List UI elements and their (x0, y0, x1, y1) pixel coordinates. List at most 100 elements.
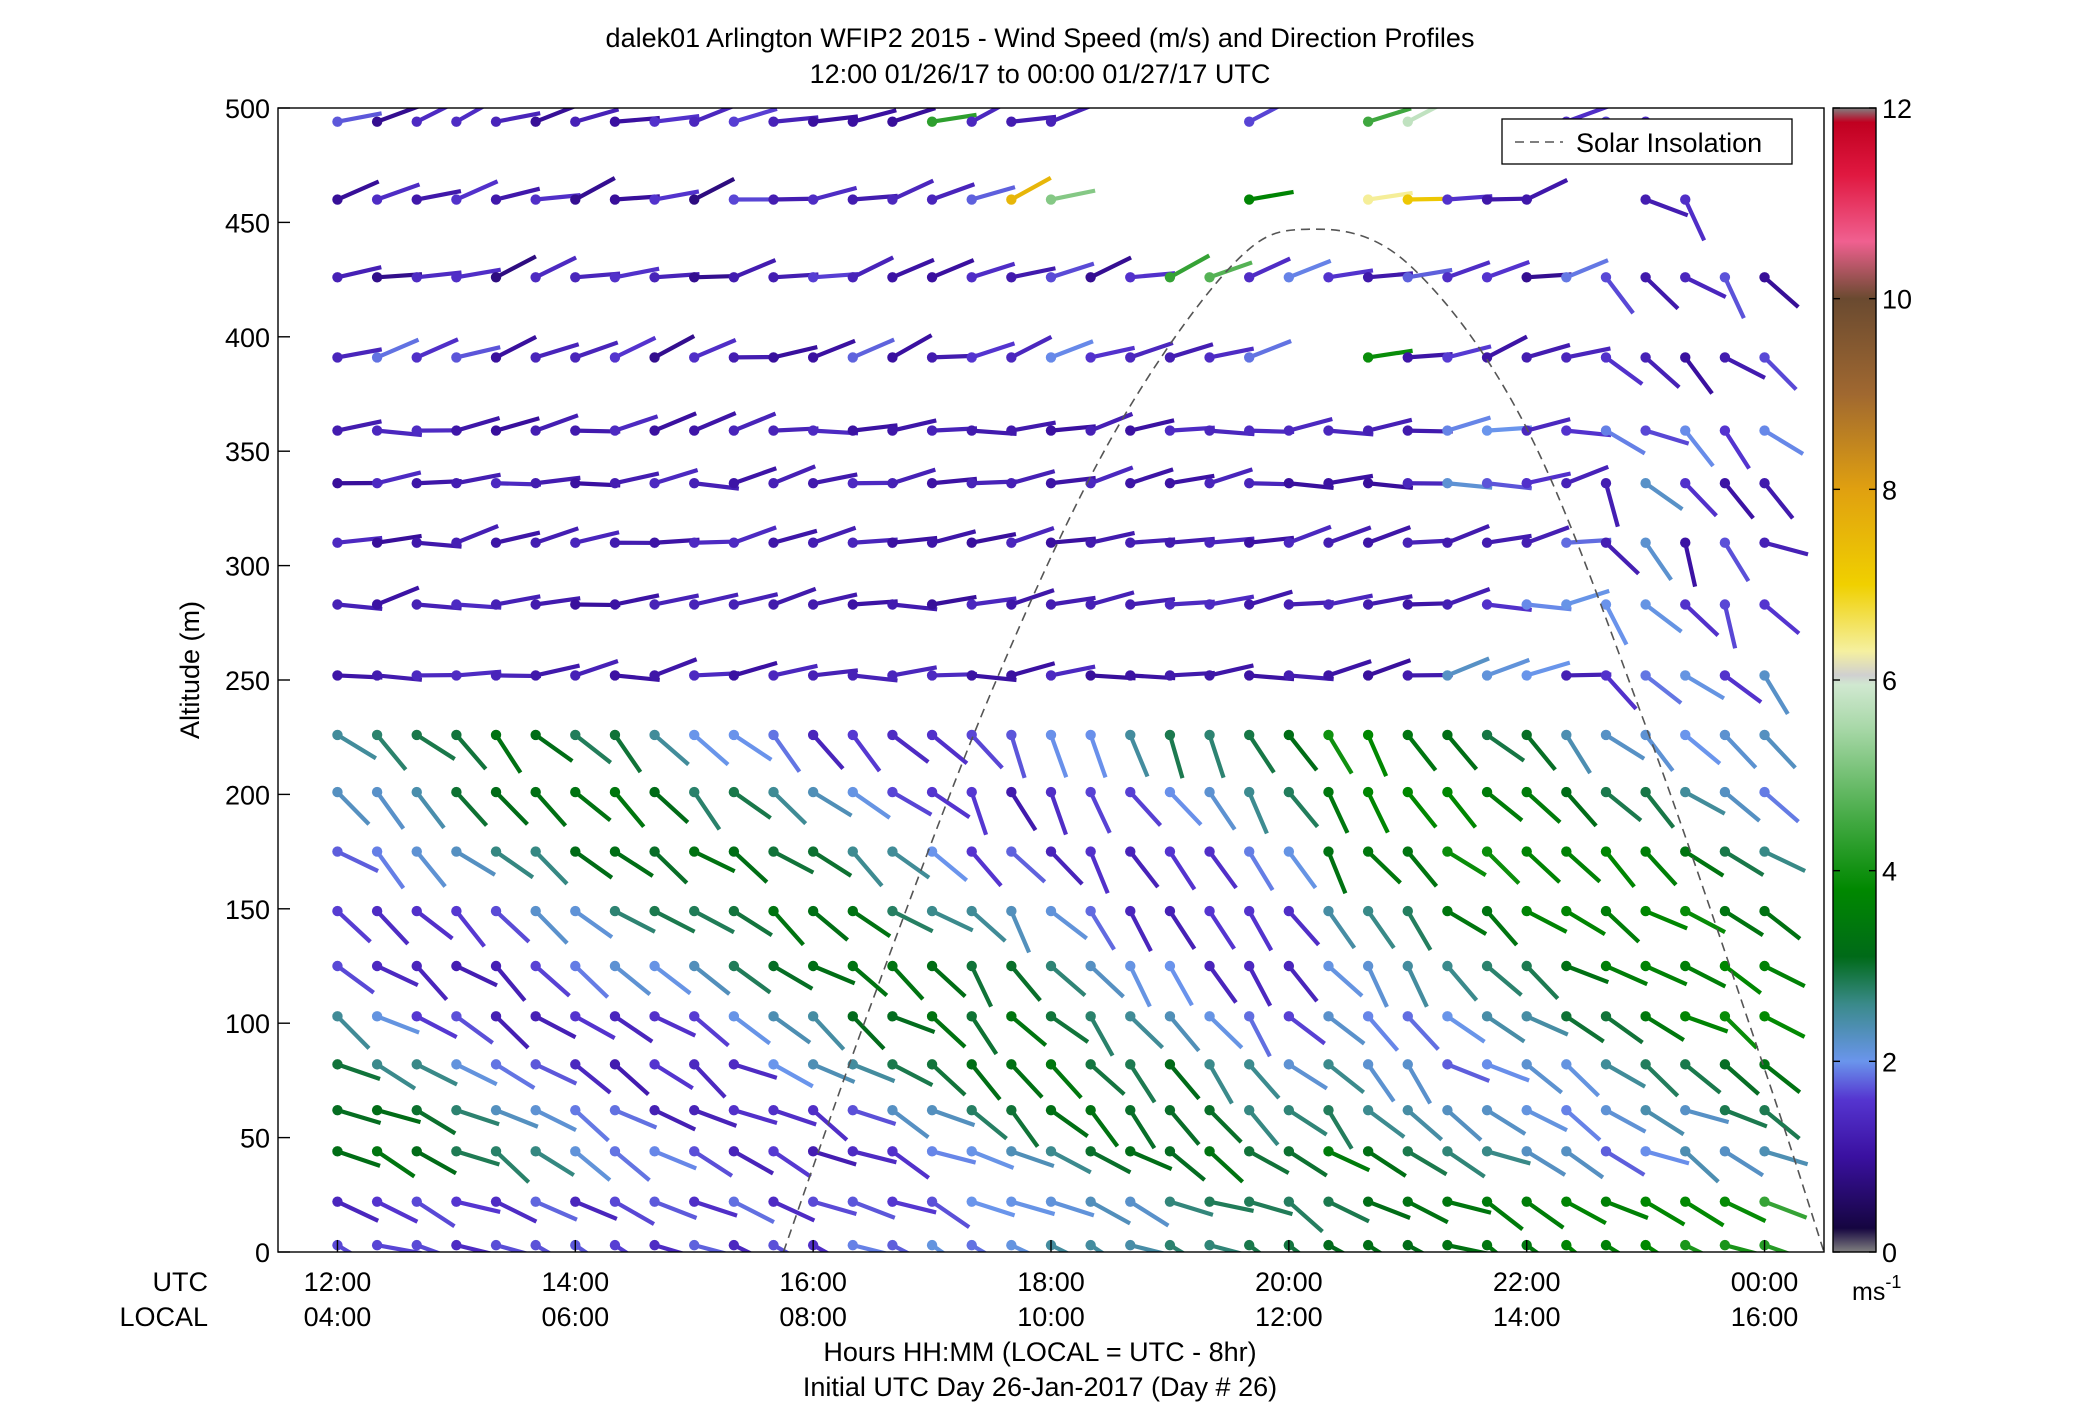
wind-barb-shaft (1129, 1149, 1173, 1171)
colorbar-tick-label: 10 (1882, 285, 1912, 315)
wind-barb (1442, 846, 1487, 877)
wind-barb (1640, 960, 1688, 987)
wind-barb-shaft (534, 526, 579, 545)
wind-barb (371, 533, 422, 548)
wind-barb (1561, 960, 1610, 985)
wind-barb (1402, 108, 1439, 127)
wind-barb-shaft (692, 1062, 727, 1099)
wind-barb-dot (1045, 116, 1057, 127)
wind-barb-shaft (1446, 1014, 1486, 1044)
wind-barb-dot (1600, 786, 1612, 798)
wind-barb (1283, 729, 1319, 772)
wind-barb-shaft (1010, 526, 1055, 545)
wind-barb-dot (1481, 1239, 1493, 1251)
wind-barb-dot (649, 1104, 660, 1116)
wind-barb (1006, 786, 1038, 832)
wind-barb (926, 846, 969, 882)
wind-barb-shaft (812, 185, 858, 202)
wind-barb (1085, 255, 1132, 283)
wind-barb-shaft (1526, 660, 1571, 678)
wind-barb (689, 1011, 730, 1048)
wind-barb-shaft (494, 1149, 531, 1184)
wind-barb-shaft (891, 790, 933, 817)
wind-barb-dot (887, 116, 898, 127)
wind-barb (1204, 260, 1253, 283)
wind-barb (1085, 1196, 1132, 1226)
wind-barb-shaft (1723, 790, 1761, 823)
wind-barb-dot (1402, 670, 1413, 681)
wind-barb-dot (1759, 1059, 1770, 1070)
wind-barb-shaft (1406, 1108, 1444, 1142)
wind-barb (1402, 1104, 1444, 1142)
wind-barb-shaft (1050, 595, 1096, 607)
wind-barb (1640, 352, 1681, 389)
wind-barb (926, 182, 976, 205)
wind-barb-shaft (693, 1199, 738, 1218)
wind-barb-dot (1759, 425, 1770, 436)
wind-barb-dot (887, 478, 898, 489)
wind-barb-shaft (1486, 533, 1532, 545)
wind-barb-shaft (1049, 734, 1069, 778)
wind-barb-dot (371, 599, 383, 610)
wind-barb-shaft (1367, 525, 1412, 545)
wind-barb-shaft (1009, 1062, 1044, 1099)
wind-barb-shaft (376, 1014, 420, 1035)
wind-barb-dot (530, 352, 541, 363)
wind-barb-dot (1442, 1104, 1453, 1116)
wind-barb-shaft (375, 1149, 416, 1179)
wind-barb (332, 1146, 381, 1168)
wind-barb-dot (1561, 846, 1572, 857)
wind-barb (1481, 960, 1523, 997)
wind-barb-dot (332, 194, 343, 205)
wind-barb-dot (570, 1104, 581, 1116)
wind-barb-shaft (1088, 791, 1112, 834)
wind-barb (1640, 905, 1688, 931)
wind-barb-shaft (653, 468, 699, 486)
wind-barb-dot (1561, 905, 1572, 917)
wind-barb-shaft (891, 1062, 934, 1087)
wind-barb-dot (530, 786, 541, 798)
wind-barb-dot (609, 1196, 621, 1207)
wind-barb-dot (1125, 786, 1136, 798)
wind-barb-dot (1125, 352, 1136, 363)
wind-barb-dot (926, 960, 938, 972)
wind-barb-shaft (1089, 411, 1134, 433)
wind-barb (1402, 1196, 1449, 1225)
wind-barb (411, 1146, 458, 1176)
wind-barb-dot (728, 1239, 740, 1251)
wind-barb-dot (609, 670, 621, 681)
wind-barb-dot (1442, 478, 1453, 489)
wind-barb-shaft (692, 1014, 730, 1048)
wind-barb-shaft (455, 415, 501, 433)
wind-barb-shaft (1604, 733, 1646, 761)
colorbar-tick-label: 12 (1882, 94, 1912, 124)
wind-barb-dot (1362, 478, 1374, 489)
wind-barb-dot (966, 599, 977, 610)
wind-barb (728, 466, 777, 489)
wind-barb (490, 1239, 529, 1252)
wind-barb-dot (1442, 670, 1453, 681)
wind-barb (1402, 729, 1438, 772)
wind-barb-dot (1085, 729, 1096, 741)
wind-barb (1521, 1146, 1567, 1177)
wind-barb-dot (411, 1239, 422, 1251)
wind-barb-dot (926, 194, 938, 205)
wind-barb-dot (1719, 272, 1731, 283)
wind-barb (1719, 1011, 1759, 1050)
wind-barb (332, 1196, 380, 1223)
wind-barb-dot (332, 425, 343, 436)
wind-barb-shaft (772, 1149, 812, 1179)
wind-barb (1164, 1011, 1201, 1053)
wind-barb (1561, 588, 1610, 610)
wind-barb (887, 178, 935, 205)
wind-barb-dot (490, 1104, 502, 1116)
wind-barb (411, 960, 449, 1002)
wind-barb (1283, 1104, 1328, 1137)
wind-barb (1759, 1059, 1802, 1094)
wind-barb (1402, 960, 1429, 1008)
wind-barb (1006, 729, 1027, 779)
wind-barb-shaft (494, 733, 523, 774)
wind-barb-shaft (1089, 1243, 1105, 1252)
wind-barb-dot (1719, 1196, 1731, 1207)
wind-barb (1244, 1196, 1294, 1217)
